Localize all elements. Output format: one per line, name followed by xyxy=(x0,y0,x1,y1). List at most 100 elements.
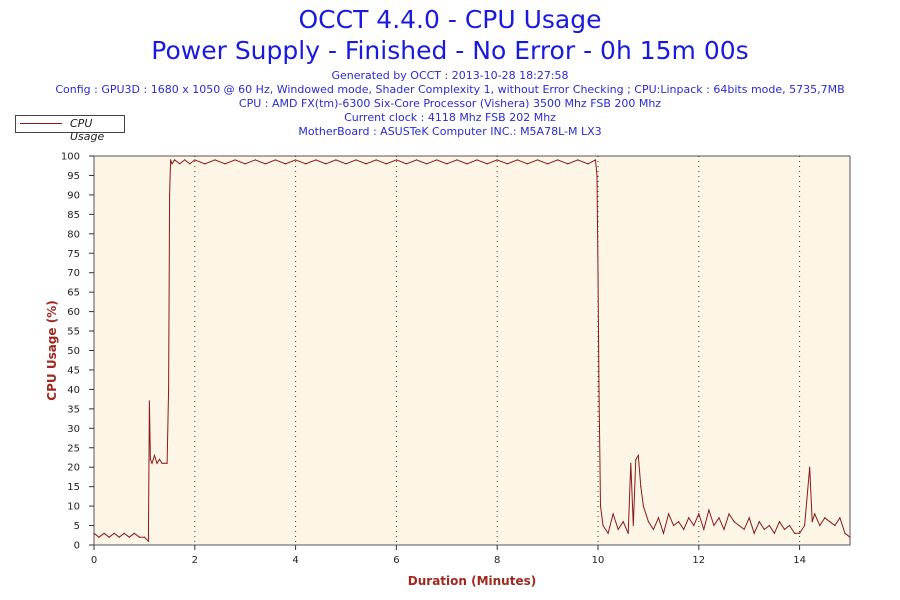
data-point xyxy=(446,163,448,165)
y-tick-label: 35 xyxy=(67,404,80,415)
data-point xyxy=(602,524,604,527)
data-point xyxy=(612,513,614,515)
data-point xyxy=(652,528,655,531)
info-clock: Current clock : 4118 Mhz FSB 202 Mhz xyxy=(344,111,556,124)
data-point xyxy=(547,163,549,165)
data-point xyxy=(599,505,602,507)
x-tick-label: 12 xyxy=(692,555,705,566)
data-point xyxy=(128,536,130,538)
data-point xyxy=(476,159,478,161)
legend-label: CPU Usage xyxy=(70,117,105,143)
info-config: Config : GPU3D : 1680 x 1050 @ 60 Hz, Wi… xyxy=(55,83,845,96)
data-point xyxy=(662,532,665,534)
data-point xyxy=(305,163,307,165)
data-point xyxy=(365,163,367,165)
data-point xyxy=(426,163,428,165)
data-point xyxy=(768,524,770,527)
y-axis-label: CPU Usage (%) xyxy=(45,300,59,400)
y-tick-label: 90 xyxy=(67,190,80,201)
data-point xyxy=(375,159,377,161)
data-point xyxy=(264,163,266,165)
data-point xyxy=(436,159,438,161)
data-point xyxy=(179,163,181,165)
data-point xyxy=(315,159,317,161)
data-point xyxy=(763,528,765,531)
data-point xyxy=(708,509,710,511)
y-tick-label: 95 xyxy=(67,171,80,182)
y-tick-label: 75 xyxy=(67,249,80,260)
x-tick-label: 6 xyxy=(393,555,399,566)
data-point xyxy=(627,532,629,534)
data-point xyxy=(718,517,720,519)
data-point xyxy=(149,458,152,461)
x-tick-label: 14 xyxy=(793,555,806,566)
data-point xyxy=(738,524,740,527)
data-point xyxy=(108,536,110,538)
y-tick-label: 0 xyxy=(74,541,80,552)
data-point xyxy=(93,532,95,534)
legend-swatch xyxy=(20,123,62,124)
y-tick-label: 60 xyxy=(67,307,80,318)
data-point xyxy=(156,462,158,464)
data-point xyxy=(773,532,776,534)
y-tick-label: 5 xyxy=(74,521,80,532)
y-tick-label: 55 xyxy=(67,327,80,338)
data-point xyxy=(783,528,786,531)
data-point xyxy=(743,528,745,531)
data-point xyxy=(194,159,196,161)
data-point xyxy=(254,159,256,161)
x-tick-label: 10 xyxy=(592,555,605,566)
y-tick-label: 15 xyxy=(67,482,80,493)
data-point xyxy=(148,400,151,402)
data-point xyxy=(829,521,831,523)
y-tick-label: 25 xyxy=(67,443,80,454)
data-point xyxy=(640,486,642,488)
data-point xyxy=(688,517,690,519)
data-point xyxy=(617,528,619,531)
data-point xyxy=(355,159,357,161)
x-tick-label: 2 xyxy=(192,555,198,566)
x-tick-label: 4 xyxy=(292,555,298,566)
data-point xyxy=(597,272,599,274)
data-point xyxy=(703,528,705,531)
data-point xyxy=(834,524,836,527)
data-point xyxy=(506,163,508,165)
y-tick-label: 100 xyxy=(61,152,80,163)
data-point xyxy=(596,174,598,177)
data-point xyxy=(325,163,327,165)
data-point xyxy=(733,521,735,523)
data-point xyxy=(405,163,408,165)
data-point xyxy=(799,532,801,534)
data-point xyxy=(673,524,675,527)
chart-subtitle: Power Supply - Finished - No Error - 0h … xyxy=(151,36,749,65)
data-point xyxy=(657,517,660,519)
data-point xyxy=(758,521,760,523)
data-point xyxy=(189,163,191,165)
x-tick-label: 8 xyxy=(494,555,500,566)
info-generated: Generated by OCCT : 2013-10-28 18:27:58 xyxy=(331,69,569,82)
data-point xyxy=(496,159,498,161)
data-point xyxy=(224,163,226,165)
data-point xyxy=(171,163,173,165)
data-point xyxy=(284,163,287,165)
data-point xyxy=(814,513,816,515)
data-point xyxy=(844,532,846,534)
data-point xyxy=(113,532,115,534)
data-point xyxy=(577,159,579,161)
data-point xyxy=(335,159,337,161)
data-point xyxy=(98,536,100,538)
data-point xyxy=(630,462,632,464)
data-point xyxy=(607,532,609,534)
data-point xyxy=(635,458,637,461)
data-point xyxy=(123,532,125,534)
data-point xyxy=(819,524,821,527)
data-point xyxy=(793,532,796,534)
data-point xyxy=(809,466,811,468)
data-point xyxy=(811,521,813,523)
data-point xyxy=(632,524,634,527)
chart-title: OCCT 4.4.0 - CPU Usage xyxy=(298,5,602,34)
data-point xyxy=(713,524,715,527)
data-point xyxy=(466,163,468,165)
data-point xyxy=(622,521,624,523)
data-point xyxy=(849,536,851,538)
